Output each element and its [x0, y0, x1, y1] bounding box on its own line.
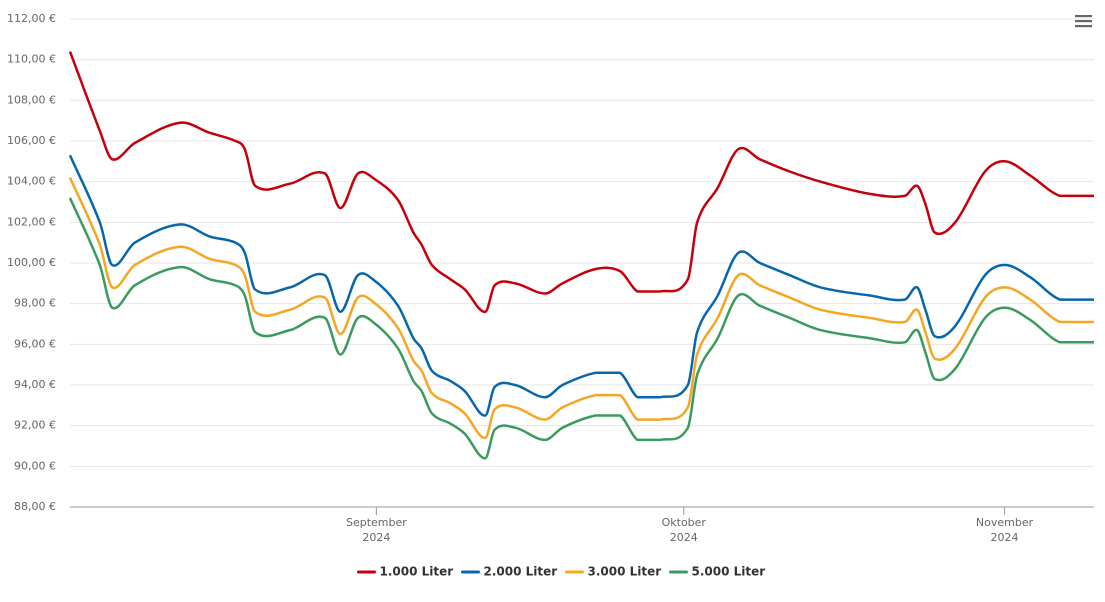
x-tick-label: 2024	[362, 531, 390, 544]
legend-label: 3.000 Liter	[588, 565, 662, 579]
menu-bar	[1075, 15, 1092, 18]
x-tick-label: 2024	[670, 531, 698, 544]
y-tick-label: 90,00 €	[14, 459, 56, 472]
series-line	[68, 154, 1094, 417]
y-tick-label: 104,00 €	[7, 175, 56, 188]
y-tick-label: 102,00 €	[7, 215, 56, 228]
legend-item[interactable]: 3.000 Liter	[565, 565, 662, 579]
y-tick-label: 110,00 €	[7, 53, 56, 66]
x-tick-label: November	[976, 516, 1034, 529]
legend-label: 2.000 Liter	[484, 565, 558, 579]
y-tick-label: 98,00 €	[14, 297, 56, 310]
series-line	[68, 197, 1094, 460]
x-tick-label: September	[346, 516, 407, 529]
menu-bar	[1075, 25, 1092, 28]
series-line	[68, 177, 1094, 440]
legend-item[interactable]: 2.000 Liter	[461, 565, 558, 579]
y-tick-label: 108,00 €	[7, 93, 56, 106]
legend-label: 1.000 Liter	[380, 565, 454, 579]
legend-item[interactable]: 5.000 Liter	[669, 565, 766, 579]
series-line	[68, 51, 1094, 314]
x-tick-label: 2024	[991, 531, 1019, 544]
x-tick-label: Oktober	[662, 516, 707, 529]
legend-item[interactable]: 1.000 Liter	[357, 565, 454, 579]
y-tick-label: 92,00 €	[14, 419, 56, 432]
y-tick-label: 106,00 €	[7, 134, 56, 147]
y-tick-label: 100,00 €	[7, 256, 56, 269]
y-tick-label: 94,00 €	[14, 378, 56, 391]
y-tick-label: 88,00 €	[14, 500, 56, 513]
y-tick-label: 96,00 €	[14, 337, 56, 350]
legend-label: 5.000 Liter	[692, 565, 766, 579]
y-tick-label: 112,00 €	[7, 12, 56, 25]
menu-button[interactable]	[1070, 8, 1096, 34]
menu-bar	[1075, 20, 1092, 23]
